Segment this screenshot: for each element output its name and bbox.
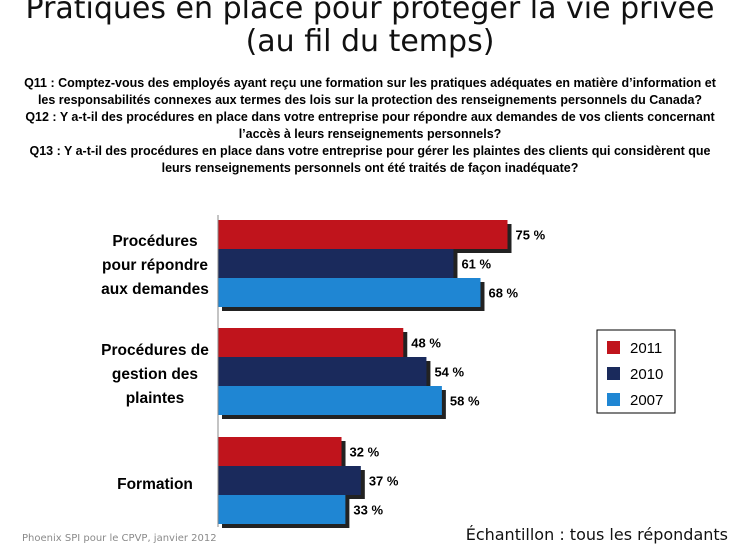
question-q11: Q11 : Comptez-vous des employés ayant re… bbox=[24, 76, 716, 107]
question-block: Q11 : Comptez-vous des employés ayant re… bbox=[20, 75, 720, 177]
value-label: 54 % bbox=[434, 365, 464, 380]
legend-label-2007: 2007 bbox=[630, 392, 663, 409]
value-label: 61 % bbox=[461, 257, 491, 272]
value-label: 48 % bbox=[411, 336, 441, 351]
bar-2007-2 bbox=[218, 495, 346, 524]
sample-note: Échantillon : tous les répondants bbox=[465, 525, 728, 544]
value-label: 68 % bbox=[488, 286, 518, 301]
bar-2007-0 bbox=[218, 278, 481, 307]
title-line-2: (au fil du temps) bbox=[245, 24, 495, 59]
bar-2010-2 bbox=[218, 466, 361, 495]
category-label: gestion des bbox=[112, 366, 198, 383]
bar-2007-1 bbox=[218, 386, 442, 415]
legend-label-2010: 2010 bbox=[630, 366, 663, 383]
question-q12: Q12 : Y a-t-il des procédures en place d… bbox=[25, 110, 715, 141]
legend-swatch-2011 bbox=[607, 341, 620, 354]
question-q13: Q13 : Y a-t-il des procédures en place d… bbox=[29, 144, 711, 175]
category-label: aux demandes bbox=[101, 281, 209, 298]
chart-title: Pratiques en place pour protéger la vie … bbox=[0, 0, 740, 58]
category-label: pour répondre bbox=[102, 257, 208, 274]
bar-2011-0 bbox=[218, 220, 508, 249]
legend-swatch-2007 bbox=[607, 393, 620, 406]
bar-2011-1 bbox=[218, 328, 404, 357]
category-label: Procédures de bbox=[101, 342, 209, 359]
category-label: Procédures bbox=[112, 233, 197, 250]
value-label: 58 % bbox=[450, 394, 480, 409]
source-note: Phoenix SPI pour le CPVP, janvier 2012 bbox=[22, 533, 217, 544]
legend-swatch-2010 bbox=[607, 367, 620, 380]
value-label: 32 % bbox=[350, 445, 380, 460]
value-label: 75 % bbox=[516, 228, 546, 243]
legend-label-2011: 2011 bbox=[630, 340, 662, 357]
title-line-1: Pratiques en place pour protéger la vie … bbox=[25, 0, 715, 26]
bar-2010-0 bbox=[218, 249, 454, 278]
value-label: 37 % bbox=[369, 474, 399, 489]
category-label: Formation bbox=[117, 476, 193, 493]
value-label: 33 % bbox=[353, 503, 383, 518]
bar-2011-2 bbox=[218, 437, 342, 466]
category-label: plaintes bbox=[126, 390, 185, 407]
bar-2010-1 bbox=[218, 357, 427, 386]
